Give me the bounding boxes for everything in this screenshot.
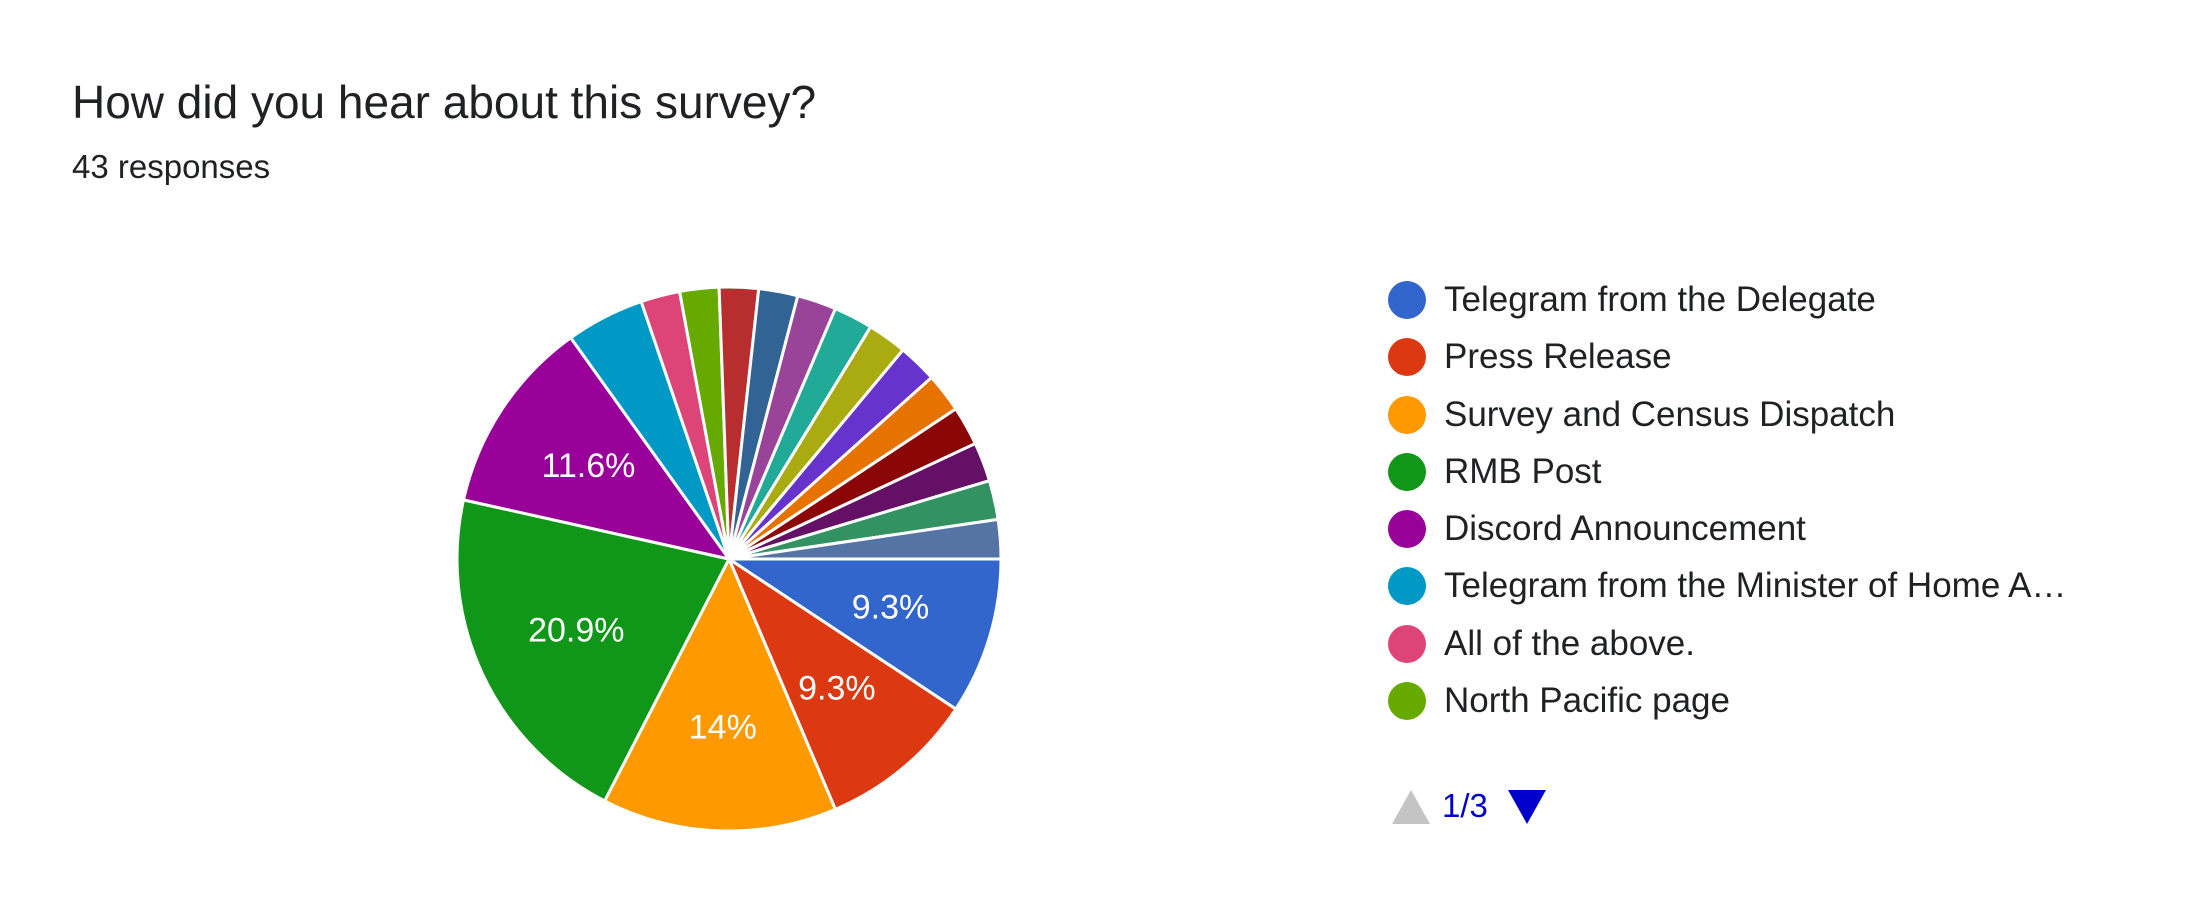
legend-item: Press Release [1388, 332, 2148, 389]
pie-slice[interactable] [727, 557, 1003, 711]
legend-swatch [1388, 338, 1426, 377]
slice-percent-label: 20.9% [528, 612, 624, 650]
legend-swatch [1388, 682, 1426, 721]
slice-percent-label: 9.3% [798, 670, 876, 708]
page-up-icon[interactable] [1392, 790, 1430, 824]
legend-item: Survey and Census Dispatch [1388, 390, 2148, 447]
response-count: 43 responses [72, 148, 271, 185]
legend-item: North Pacific page [1388, 676, 2148, 733]
legend-swatch [1388, 281, 1426, 319]
legend-label: All of the above. [1444, 623, 1695, 663]
pie-slice[interactable] [727, 517, 1003, 561]
legend-label: RMB Post [1444, 451, 1602, 491]
pie-slice[interactable] [462, 336, 731, 561]
slice-percent-label: 11.6% [541, 447, 635, 485]
legend-item: Discord Announcement [1388, 504, 2148, 561]
legend-label: Discord Announcement [1444, 509, 1806, 549]
page-indicator: 1/3 [1442, 787, 1488, 824]
pie-slice[interactable] [603, 557, 837, 833]
pie-chart: 9.3% 9.3% 14% 20.9% 11.6% [455, 285, 1003, 833]
legend-item: All of the above. [1388, 619, 2148, 676]
legend-swatch [1388, 395, 1426, 434]
legend-swatch [1388, 452, 1426, 491]
slice-percent-label: 9.3% [852, 589, 930, 627]
legend-swatch [1388, 567, 1426, 606]
legend-label: North Pacific page [1444, 681, 1730, 721]
page-down-icon[interactable] [1508, 790, 1546, 824]
pie-slice[interactable] [727, 557, 958, 811]
legend-pager: 1/3 [1392, 786, 1592, 826]
question-title: How did you hear about this survey? [72, 76, 817, 128]
legend-label: Survey and Census Dispatch [1444, 394, 1896, 434]
pie-slice[interactable] [455, 498, 731, 803]
legend-item: RMB Post [1388, 447, 2148, 504]
legend-label: Press Release [1444, 337, 1672, 377]
legend-swatch [1388, 624, 1426, 663]
chart-legend: Telegram from the Delegate Press Release S… [1388, 275, 2148, 733]
legend-swatch [1388, 510, 1426, 549]
slice-percent-label: 14% [689, 709, 757, 747]
legend-label: Telegram from the Minister of Home A… [1444, 566, 2067, 606]
legend-item: Telegram from the Minister of Home A… [1388, 561, 2148, 618]
legend-label: Telegram from the Delegate [1444, 280, 1876, 319]
legend-item: Telegram from the Delegate [1388, 275, 2148, 332]
